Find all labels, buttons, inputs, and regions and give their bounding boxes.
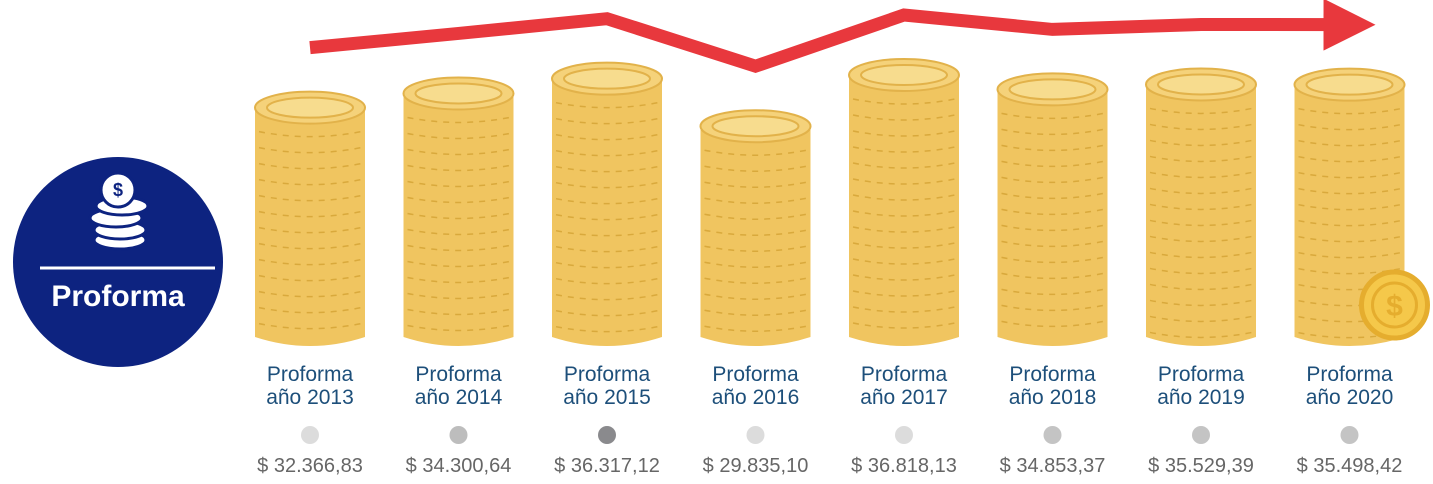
x-category-label: Proforma año 2020 xyxy=(1295,363,1405,409)
coin-stack xyxy=(849,59,959,346)
x-category-label: Proforma año 2016 xyxy=(701,363,811,409)
value-label: $ 35.498,42 xyxy=(1275,455,1425,478)
stack-body xyxy=(404,93,514,346)
coin-top-inner xyxy=(861,65,947,85)
coin-stack xyxy=(998,73,1108,346)
marker-dot xyxy=(1341,426,1359,444)
coin-stack xyxy=(552,63,662,346)
value-label: $ 36.317,12 xyxy=(532,455,682,478)
value-label: $ 34.300,64 xyxy=(384,455,534,478)
coin-top-inner xyxy=(1307,75,1393,95)
coin-top-inner xyxy=(416,83,502,103)
stack-body xyxy=(552,79,662,346)
value-label: $ 34.853,37 xyxy=(978,455,1128,478)
marker-dot xyxy=(895,426,913,444)
value-label: $ 29.835,10 xyxy=(681,455,831,478)
marker-dot xyxy=(1044,426,1062,444)
x-category-label: Proforma año 2017 xyxy=(849,363,959,409)
badge: $ Proforma xyxy=(13,157,223,367)
stack-body xyxy=(1146,84,1256,346)
marker-dot xyxy=(301,426,319,444)
marker-dot xyxy=(598,426,616,444)
marker-dot xyxy=(450,426,468,444)
chart: $ Proforma $ xyxy=(0,0,1433,484)
value-label: $ 36.818,13 xyxy=(829,455,979,478)
x-category-label: Proforma año 2019 xyxy=(1146,363,1256,409)
stack-body xyxy=(849,75,959,346)
trend-line xyxy=(310,15,1350,66)
coin-stack xyxy=(255,92,365,346)
x-category-label: Proforma año 2014 xyxy=(404,363,514,409)
x-category-label: Proforma año 2013 xyxy=(255,363,365,409)
coin-symbol: $ xyxy=(1386,290,1403,323)
svg-text:$: $ xyxy=(113,180,123,200)
x-category-label: Proforma año 2018 xyxy=(998,363,1108,409)
coin-stack xyxy=(701,110,811,346)
x-category-label: Proforma año 2015 xyxy=(552,363,662,409)
coin-stack xyxy=(404,77,514,346)
coin-top-inner xyxy=(1158,74,1244,94)
marker-dot xyxy=(747,426,765,444)
coin-top-inner xyxy=(267,98,353,118)
value-label: $ 32.366,83 xyxy=(235,455,385,478)
coin-top-inner xyxy=(564,69,650,89)
badge-label: Proforma xyxy=(51,280,185,313)
coin-top-inner xyxy=(1010,79,1096,99)
infographic: $ Proforma $ Proforma año 2013 $ 32.366,8… xyxy=(0,0,1433,484)
value-label: $ 35.529,39 xyxy=(1126,455,1276,478)
marker-dot xyxy=(1192,426,1210,444)
coin-stack xyxy=(1146,68,1256,346)
coin-top-inner xyxy=(713,116,799,136)
